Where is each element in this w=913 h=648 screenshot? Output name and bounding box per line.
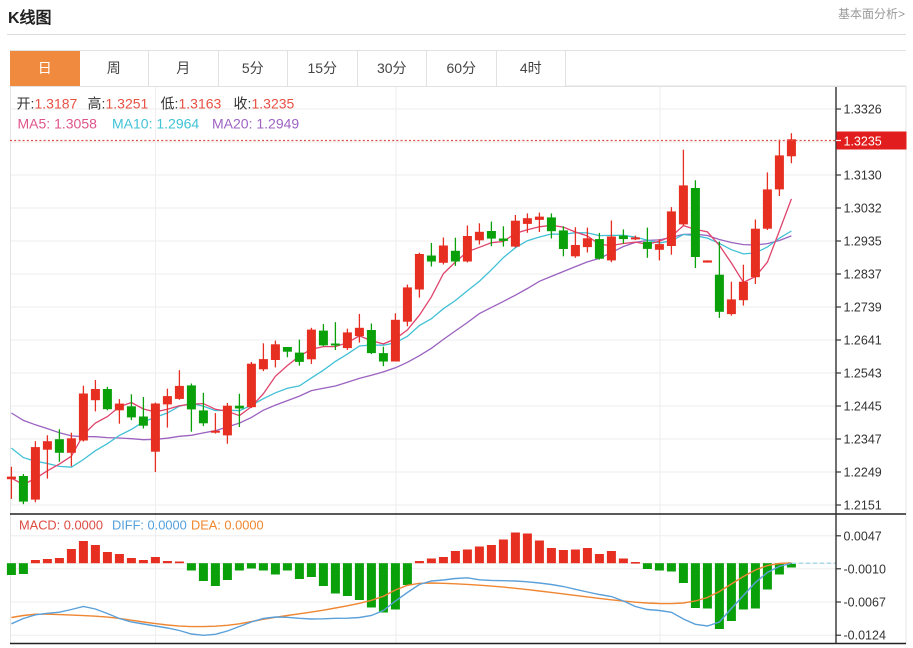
svg-text:1.3235: 1.3235 <box>844 135 882 149</box>
svg-text:1.2249: 1.2249 <box>844 466 882 480</box>
svg-text:1.2837: 1.2837 <box>844 268 882 282</box>
svg-text:-0.0124: -0.0124 <box>844 629 886 643</box>
svg-text:1.2935: 1.2935 <box>844 235 882 249</box>
svg-text:-0.0067: -0.0067 <box>844 596 886 610</box>
svg-text:1.3130: 1.3130 <box>844 169 882 183</box>
svg-text:1.3032: 1.3032 <box>844 202 882 216</box>
svg-text:1.2347: 1.2347 <box>844 433 882 447</box>
svg-text:1.2445: 1.2445 <box>844 400 882 414</box>
svg-text:1.2739: 1.2739 <box>844 301 882 315</box>
svg-text:1.3326: 1.3326 <box>844 103 882 117</box>
svg-text:1.2543: 1.2543 <box>844 367 882 381</box>
svg-text:1.2641: 1.2641 <box>844 334 882 348</box>
svg-text:0.0047: 0.0047 <box>844 529 882 543</box>
svg-text:1.2151: 1.2151 <box>844 499 882 513</box>
svg-text:-0.0010: -0.0010 <box>844 562 886 576</box>
